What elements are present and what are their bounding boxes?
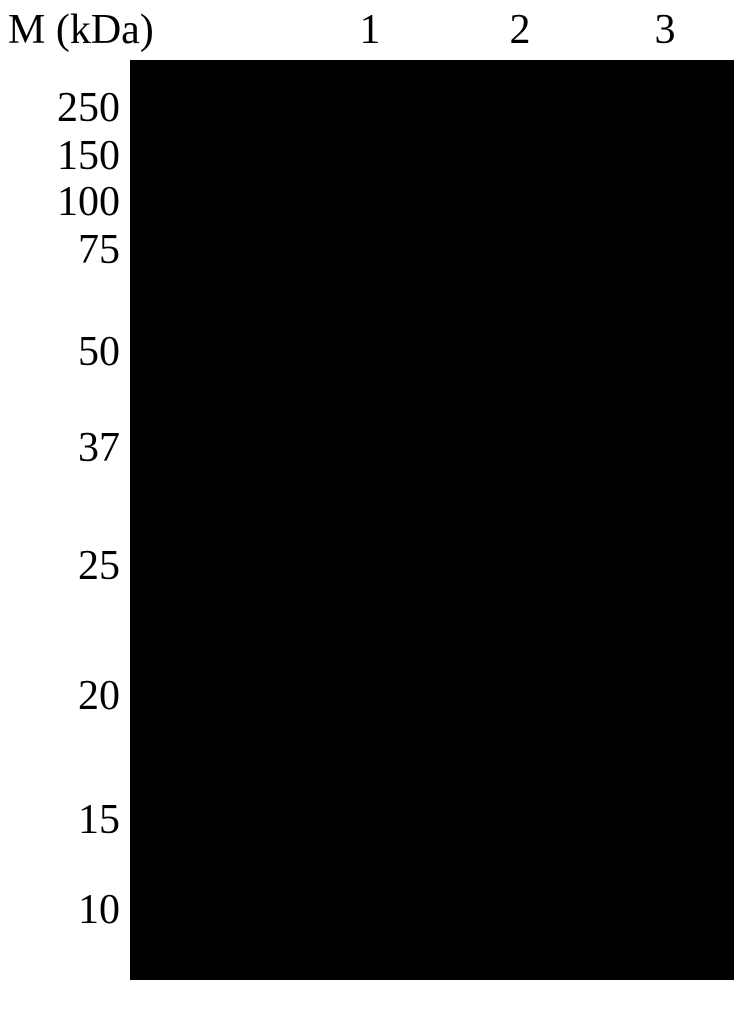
gel-figure: M (kDa) 1 2 3 250 150 100 75 50 37 25 20… xyxy=(0,0,753,1010)
gel-image-rect xyxy=(130,60,734,980)
lane-header: 3 xyxy=(655,6,676,54)
lane-header: 1 xyxy=(360,6,381,54)
mw-label: 100 xyxy=(0,178,120,226)
mw-label: 10 xyxy=(0,886,120,934)
mw-label: 150 xyxy=(0,132,120,180)
unit-label: M (kDa) xyxy=(8,6,154,54)
mw-label: 250 xyxy=(0,84,120,132)
mw-label: 75 xyxy=(0,226,120,274)
mw-label: 20 xyxy=(0,672,120,720)
mw-label: 15 xyxy=(0,796,120,844)
mw-label: 25 xyxy=(0,542,120,590)
mw-label: 37 xyxy=(0,424,120,472)
lane-header: 2 xyxy=(510,6,531,54)
mw-label: 50 xyxy=(0,328,120,376)
